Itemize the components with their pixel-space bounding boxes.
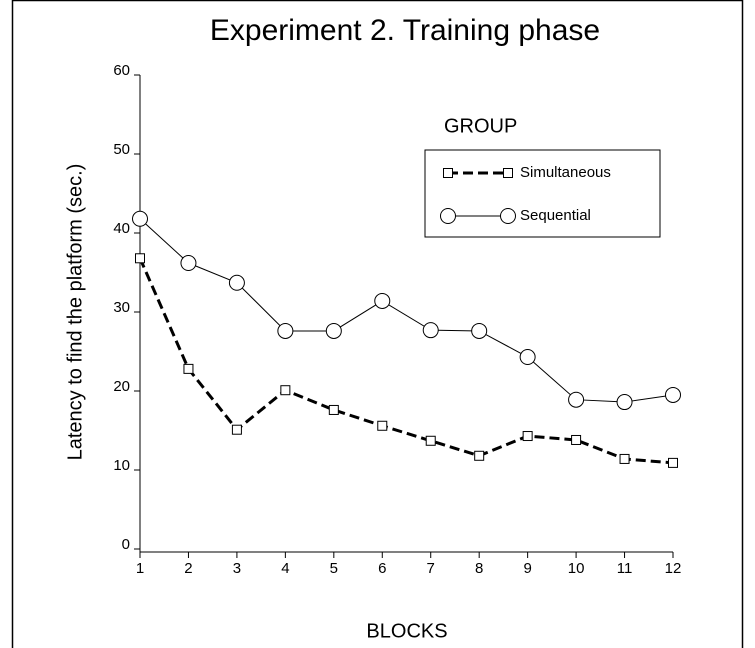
y-tick-label: 30 [113, 299, 130, 316]
data-point [280, 385, 291, 396]
data-point [568, 391, 585, 408]
frame [11, 0, 744, 648]
data-point [180, 255, 197, 272]
data-point [277, 322, 294, 339]
y-tick-label: 50 [113, 141, 130, 158]
data-point [328, 404, 339, 415]
legend-marker [443, 168, 453, 178]
chart-title: Experiment 2. Training phase [210, 14, 600, 47]
data-point [374, 292, 391, 309]
y-tick-label: 0 [122, 536, 130, 553]
x-axis-label: BLOCKS [366, 620, 447, 642]
data-point [183, 363, 194, 374]
x-tick-label: 12 [665, 560, 682, 577]
legend-label: Sequential [520, 207, 591, 224]
legend-marker [500, 208, 516, 224]
x-tick-label: 1 [136, 560, 144, 577]
x-tick-label: 11 [617, 560, 633, 577]
x-tick-label: 8 [475, 560, 483, 577]
legend-marker [440, 208, 456, 224]
data-point [471, 322, 488, 339]
data-point [571, 434, 582, 445]
data-point [619, 453, 630, 464]
series-line [139, 218, 674, 403]
y-tick-label: 40 [113, 220, 130, 237]
legend-marker [503, 168, 513, 178]
x-tick-label: 5 [330, 560, 338, 577]
y-tick-label: 20 [113, 378, 130, 395]
y-tick-label: 60 [113, 62, 130, 79]
data-point [228, 274, 245, 291]
x-tick-label: 6 [378, 560, 386, 577]
x-tick-label: 9 [523, 560, 531, 577]
data-point [135, 253, 145, 264]
data-point [325, 322, 342, 339]
data-point [422, 322, 439, 339]
data-point [668, 457, 678, 468]
legend-title: GROUP [444, 115, 517, 137]
data-point [377, 420, 388, 431]
data-point [616, 394, 633, 411]
data-point [474, 450, 485, 461]
data-point [665, 386, 681, 403]
data-point [522, 431, 533, 442]
x-tick-label: 7 [427, 560, 435, 577]
y-tick-label: 10 [113, 457, 130, 474]
x-tick-label: 3 [233, 560, 241, 577]
y-axis-label: Latency to find the platform (sec.) [64, 164, 86, 461]
data-point [519, 349, 536, 366]
data-point [425, 435, 436, 446]
series-line [138, 257, 674, 465]
x-tick-label: 2 [184, 560, 192, 577]
legend-label: Simultaneous [520, 164, 611, 181]
data-point [132, 210, 148, 227]
x-tick-label: 10 [568, 560, 585, 577]
legend-box [424, 149, 661, 238]
data-point [231, 424, 242, 435]
x-tick-label: 4 [281, 560, 289, 577]
